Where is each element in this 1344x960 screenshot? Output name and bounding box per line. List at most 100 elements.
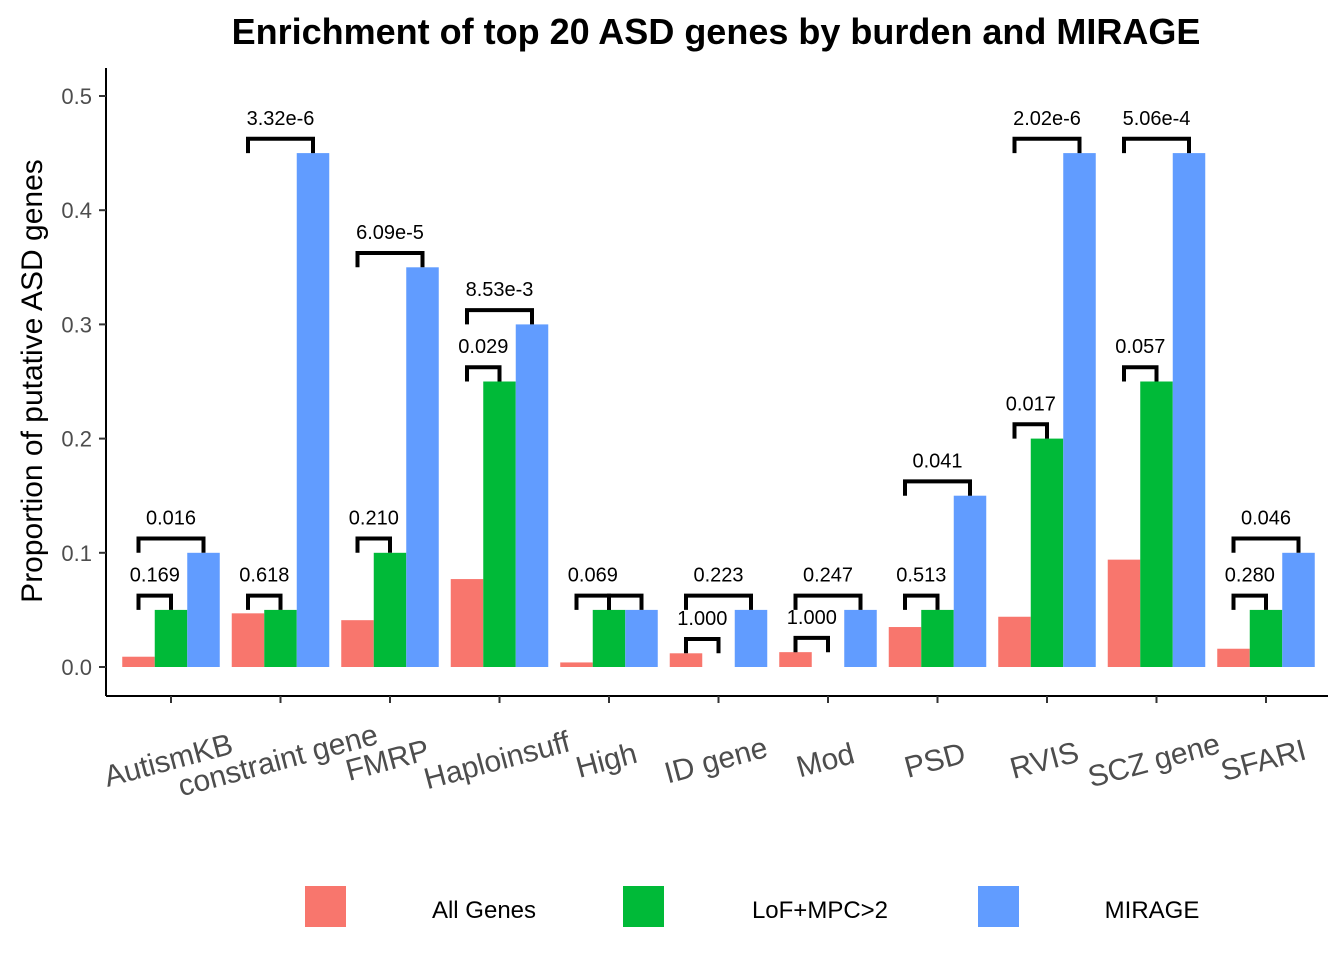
y-axis-label: Proportion of putative ASD genes [16, 159, 49, 603]
bar-fmrp-mirage [406, 267, 439, 667]
legend-swatch [305, 886, 346, 927]
significance-bracket [136, 593, 173, 610]
y-tick-label: 0.4 [61, 198, 92, 223]
bar-mod-all-genes [779, 652, 812, 667]
bar-high-lof-mpc-2 [592, 609, 626, 667]
p-value-label: 0.169 [130, 565, 180, 587]
bar-psd-lof-mpc-2 [921, 609, 954, 667]
bar-id-gene-all-genes [669, 653, 703, 667]
significance-bracket [607, 593, 644, 610]
bar-high-mirage [625, 609, 658, 667]
p-value-label: 0.618 [239, 565, 289, 587]
x-tick-label: SCZ gene [1085, 727, 1224, 794]
bar-constraint-gene-mirage [296, 153, 330, 668]
p-value-label: 0.069 [568, 565, 618, 587]
p-value-label: 6.09e-5 [356, 222, 424, 244]
significance-bracket [355, 536, 392, 553]
significance-bracket [793, 635, 830, 653]
bar-constraint-gene-all-genes [231, 613, 265, 667]
annotation-layer: 0.169 0.016 0.618 3.32e-6 0.210 6.09e-5 0.029 8… [130, 108, 1301, 654]
legend-swatch [623, 886, 664, 927]
significance-bracket [1122, 365, 1159, 382]
p-value-label: 2.02e-6 [1013, 108, 1081, 130]
bar-mod-mirage [844, 609, 877, 667]
bar-high-all-genes [560, 662, 593, 667]
bar-autismkb-mirage [187, 552, 220, 667]
bar-psd-mirage [953, 495, 987, 667]
bar-scz-gene-all-genes [1107, 559, 1141, 667]
significance-bracket [684, 637, 721, 654]
legend-label: All Genes [432, 897, 536, 924]
bar-autismkb-all-genes [122, 656, 155, 667]
significance-bracket [1231, 536, 1301, 553]
bar-scz-gene-mirage [1172, 153, 1206, 668]
bar-constraint-gene-lof-mpc-2 [264, 609, 297, 667]
significance-bracket [246, 593, 283, 610]
significance-bracket [903, 479, 972, 496]
p-value-label: 0.247 [803, 565, 853, 587]
p-value-label: 3.32e-6 [247, 108, 315, 130]
x-tick-label: High [572, 737, 640, 785]
p-value-label: 0.017 [1006, 393, 1056, 415]
y-tick-label: 0.1 [61, 541, 92, 566]
bar-autismkb-lof-mpc-2 [154, 609, 188, 667]
p-value-label: 1.000 [787, 607, 837, 629]
p-value-label: 0.016 [146, 508, 196, 530]
x-tick-label: ID gene [661, 731, 771, 790]
bar-haploinsuff-all-genes [450, 579, 484, 667]
bar-psd-all-genes [888, 627, 922, 667]
significance-bracket [246, 136, 315, 154]
p-value-label: 0.057 [1115, 336, 1165, 358]
bar-id-gene-mirage [734, 609, 768, 667]
bar-fmrp-all-genes [341, 620, 374, 667]
significance-bracket [903, 593, 940, 610]
bars-layer [122, 153, 1315, 668]
p-value-label: 5.06e-4 [1123, 108, 1191, 130]
significance-bracket [465, 365, 502, 382]
bar-rvis-mirage [1063, 153, 1096, 668]
significance-bracket [136, 536, 206, 553]
significance-bracket [1012, 136, 1082, 154]
significance-bracket [1122, 136, 1191, 154]
p-value-label: 8.53e-3 [466, 279, 534, 301]
bar-rvis-lof-mpc-2 [1030, 438, 1064, 667]
significance-bracket [1231, 593, 1268, 610]
x-tick-label: Haploinsuff [421, 725, 575, 796]
bar-sfari-all-genes [1217, 648, 1250, 667]
legend: All Genes LoF+MPC>2 MIRAGE [305, 886, 1199, 927]
significance-bracket [574, 593, 611, 610]
y-tick-label: 0.3 [61, 312, 92, 337]
p-value-label: 0.029 [458, 336, 508, 358]
significance-bracket [793, 593, 863, 610]
bar-sfari-lof-mpc-2 [1249, 609, 1283, 667]
chart-title: Enrichment of top 20 ASD genes by burden… [232, 11, 1201, 52]
legend-swatch [978, 886, 1019, 927]
y-tick-label: 0.2 [61, 427, 92, 452]
x-tick-label: SFARI [1217, 734, 1309, 788]
bar-fmrp-lof-mpc-2 [373, 552, 407, 667]
bar-haploinsuff-mirage [515, 324, 549, 667]
bar-sfari-mirage [1282, 552, 1315, 667]
p-value-label: 0.046 [1241, 508, 1291, 530]
significance-bracket [684, 593, 753, 610]
significance-bracket [1012, 422, 1049, 439]
p-value-label: 0.223 [693, 565, 743, 587]
bar-haploinsuff-lof-mpc-2 [483, 381, 516, 667]
y-tick-label: 0.0 [61, 655, 92, 680]
x-tick-label: PSD [901, 737, 969, 785]
bar-scz-gene-lof-mpc-2 [1140, 381, 1173, 667]
significance-bracket [465, 308, 534, 325]
y-tick-label: 0.5 [61, 84, 92, 109]
legend-label: LoF+MPC>2 [752, 897, 888, 924]
x-tick-label: Mod [793, 737, 858, 784]
p-value-label: 0.210 [349, 508, 399, 530]
p-value-label: 0.513 [896, 565, 946, 587]
p-value-label: 0.280 [1225, 565, 1275, 587]
x-tick-label: RVIS [1007, 736, 1083, 786]
p-value-label: 0.041 [912, 450, 962, 472]
p-value-label: 1.000 [677, 608, 727, 630]
legend-label: MIRAGE [1105, 897, 1200, 924]
bar-rvis-all-genes [998, 616, 1031, 667]
